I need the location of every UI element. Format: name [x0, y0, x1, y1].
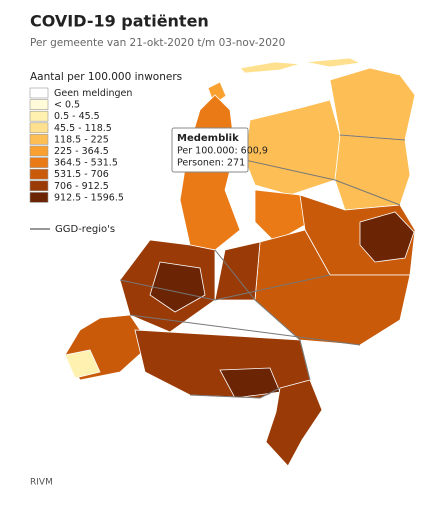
title: COVID-19 patiënten — [30, 12, 209, 31]
legend-swatch — [29, 157, 49, 168]
legend-label: < 0.5 — [54, 100, 80, 111]
legend-title: Aantal per 100.000 inwoners — [30, 71, 182, 83]
legend-label: 912.5 - 1596.5 — [54, 192, 124, 203]
tooltip-line: Per 100.000: 600,9 — [177, 146, 268, 157]
legend-swatch — [29, 87, 49, 99]
flevoland — [254, 189, 306, 243]
drenthe — [334, 134, 411, 211]
zeeuws-vlaanderen-west — [64, 349, 101, 379]
legend-swatch — [29, 99, 49, 110]
legend-swatch — [29, 145, 49, 157]
limburg — [265, 379, 323, 467]
twente — [359, 211, 415, 263]
tooltip-box — [171, 127, 249, 173]
wadden-islands — [304, 57, 362, 68]
legend-label: 225 - 364.5 — [54, 146, 109, 157]
wadden-islands — [239, 61, 301, 74]
ggd-boundary — [214, 249, 311, 381]
ggd-boundary — [119, 274, 331, 301]
source: RIVM — [30, 478, 53, 488]
ggd-boundary — [244, 159, 401, 206]
tooltip-name: Medemblik — [177, 133, 239, 144]
legend-swatch — [29, 110, 49, 122]
legend-label: 45.5 - 118.5 — [54, 123, 112, 134]
subtitle: Per gemeente van 21-okt-2020 t/m 03-nov-… — [30, 37, 285, 49]
tooltip-line: Personen: 271 — [177, 158, 245, 169]
legend-label: 364.5 - 531.5 — [54, 158, 118, 169]
ggd-boundary — [189, 387, 281, 399]
legend-label: 531.5 - 706 — [54, 169, 109, 180]
legend-swatch — [29, 168, 49, 180]
groningen — [329, 67, 416, 141]
legend-label: 706 - 912.5 — [54, 181, 109, 192]
legend-label: 0.5 - 45.5 — [54, 111, 100, 122]
legend-label: Geen meldingen — [54, 88, 132, 99]
legend-label: 118.5 - 225 — [54, 134, 109, 145]
map — [64, 57, 416, 467]
ggd-boundary — [129, 314, 361, 346]
legend-swatch — [29, 122, 49, 134]
legend-swatch — [29, 134, 49, 145]
legend: Geen meldingen< 0.50.5 - 45.545.5 - 118.… — [29, 87, 132, 203]
legend-swatch — [29, 192, 49, 203]
zuid-holland-core — [149, 261, 206, 313]
ggd-legend-label: GGD-regio's — [55, 224, 115, 235]
tooltip: Medemblik Per 100.000: 600,9 Personen: 2… — [171, 127, 268, 173]
legend-swatch — [29, 180, 49, 192]
ggd-boundary — [339, 134, 406, 141]
